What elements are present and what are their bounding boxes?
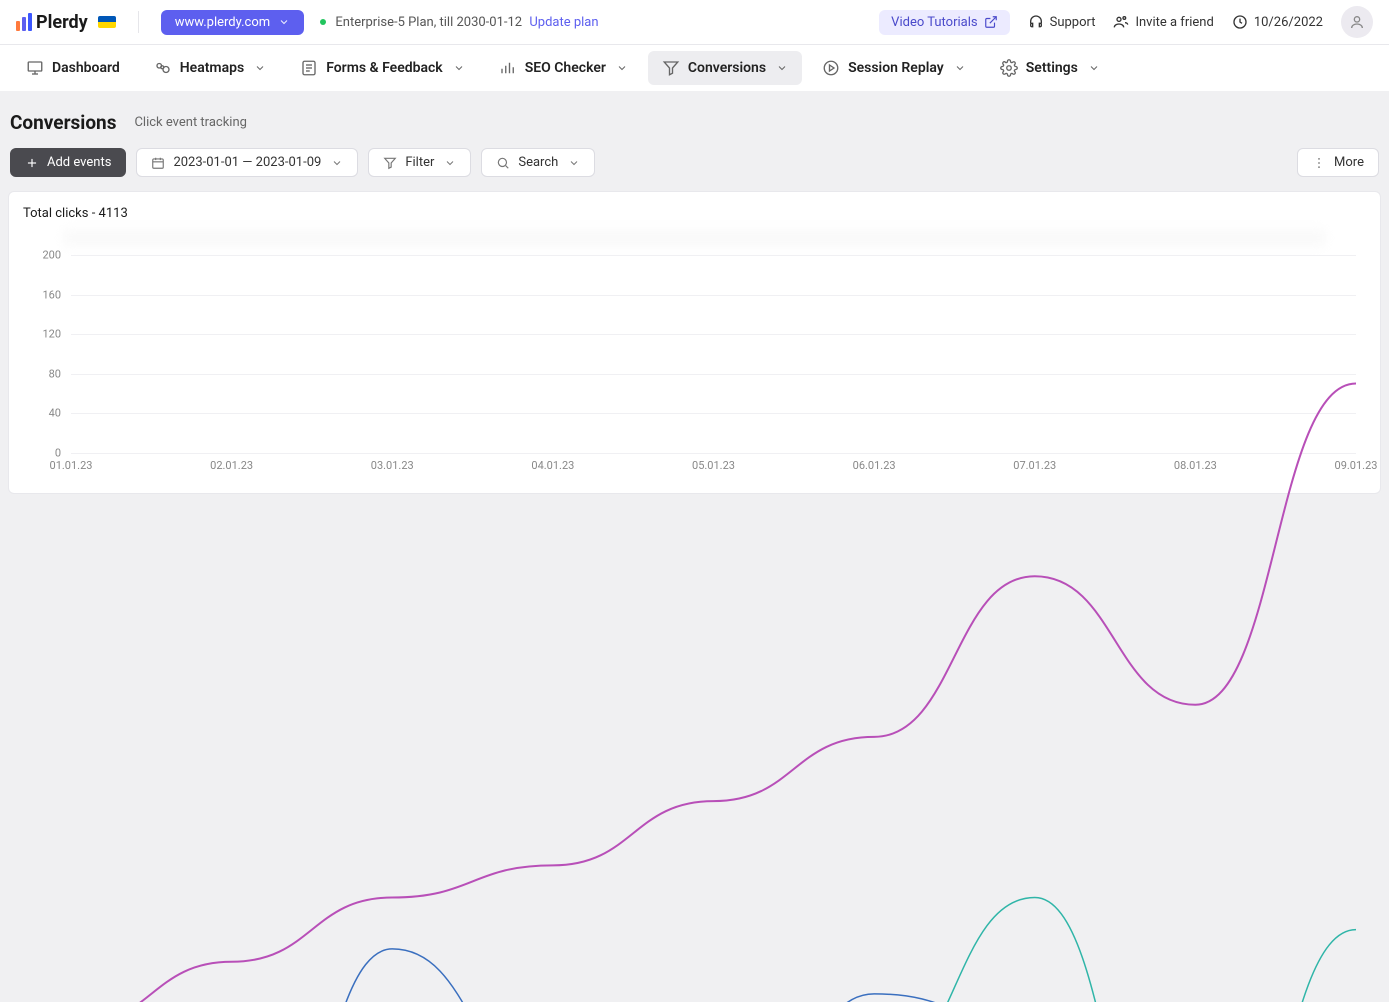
page-title: Conversions: [10, 111, 116, 134]
top-bar: Plerdy www.plerdy.com Enterprise-5 Plan,…: [0, 0, 1389, 45]
chevron-down-icon: [776, 62, 788, 74]
top-right: Video Tutorials Support Invite a friend …: [879, 6, 1373, 38]
filter-label: Filter: [405, 155, 434, 170]
add-events-label: Add events: [47, 155, 111, 170]
invite-label: Invite a friend: [1135, 15, 1213, 30]
nav-forms[interactable]: Forms & Feedback: [286, 51, 479, 85]
chevron-down-icon: [568, 157, 580, 169]
plan-info: Enterprise-5 Plan, till 2030-01-12 Updat…: [320, 15, 598, 30]
page-subtitle: Click event tracking: [134, 115, 247, 130]
video-tutorials-button[interactable]: Video Tutorials: [879, 10, 1009, 35]
chart-xaxis: 01.01.2302.01.2303.01.2304.01.2305.01.23…: [71, 455, 1356, 475]
nav-settings[interactable]: Settings: [986, 51, 1114, 85]
add-events-button[interactable]: Add events: [10, 148, 126, 177]
person-icon: [1349, 14, 1365, 30]
form-icon: [300, 59, 318, 77]
avatar[interactable]: [1341, 6, 1373, 38]
headset-icon: [1028, 14, 1044, 30]
more-label: More: [1334, 155, 1364, 170]
chevron-down-icon: [1088, 62, 1100, 74]
invite-link[interactable]: Invite a friend: [1113, 14, 1213, 30]
total-value: 4113: [99, 206, 128, 221]
chevron-down-icon: [444, 157, 456, 169]
page-header: Conversions Click event tracking: [0, 91, 1389, 144]
seo-icon: [499, 59, 517, 77]
chevron-down-icon: [453, 62, 465, 74]
total-label: Total clicks: [23, 206, 88, 221]
nav-dashboard[interactable]: Dashboard: [12, 51, 134, 85]
calendar-icon: [151, 156, 165, 170]
nav-label: Settings: [1026, 60, 1078, 76]
chevron-down-icon: [254, 62, 266, 74]
domain-selector[interactable]: www.plerdy.com: [161, 10, 304, 35]
brand-logo[interactable]: Plerdy: [16, 12, 116, 33]
video-tutorials-label: Video Tutorials: [891, 15, 977, 30]
clock-icon: [1232, 14, 1248, 30]
support-label: Support: [1050, 15, 1096, 30]
heatmap-icon: [154, 59, 172, 77]
nav-label: Session Replay: [848, 60, 944, 76]
brand-name: Plerdy: [36, 12, 88, 33]
users-icon: [1113, 14, 1129, 30]
monitor-icon: [26, 59, 44, 77]
chart-yaxis: 04080120160200: [23, 255, 67, 453]
date-label: 10/26/2022: [1254, 15, 1323, 30]
nav-seo[interactable]: SEO Checker: [485, 51, 642, 85]
date-display[interactable]: 10/26/2022: [1232, 14, 1323, 30]
toolbar: Add events 2023-01-01 — 2023-01-09 Filte…: [0, 144, 1389, 191]
update-plan-link[interactable]: Update plan: [529, 15, 598, 30]
nav-session-replay[interactable]: Session Replay: [808, 51, 980, 85]
nav-bar: Dashboard Heatmaps Forms & Feedback SEO …: [0, 45, 1389, 91]
funnel-icon: [662, 59, 680, 77]
more-button[interactable]: More: [1297, 148, 1379, 177]
nav-label: Dashboard: [52, 60, 120, 76]
search-button[interactable]: Search: [481, 148, 595, 177]
nav-heatmaps[interactable]: Heatmaps: [140, 51, 280, 85]
total-clicks: Total clicks - 4113: [23, 206, 1366, 221]
nav-conversions[interactable]: Conversions: [648, 51, 802, 85]
more-vertical-icon: [1312, 156, 1326, 170]
date-range-label: 2023-01-01 — 2023-01-09: [173, 155, 321, 170]
date-range-button[interactable]: 2023-01-01 — 2023-01-09: [136, 148, 358, 177]
chevron-down-icon: [954, 62, 966, 74]
chart-plot: [71, 255, 1356, 1002]
nav-label: SEO Checker: [525, 60, 606, 76]
chart-card: Total clicks - 4113 04080120160200 01.01…: [8, 191, 1381, 494]
plan-text: Enterprise-5 Plan, till 2030-01-12: [335, 15, 522, 30]
chevron-down-icon: [616, 62, 628, 74]
domain-label: www.plerdy.com: [175, 15, 270, 30]
chevron-down-icon: [278, 16, 290, 28]
search-icon: [496, 156, 510, 170]
nav-label: Forms & Feedback: [326, 60, 443, 76]
chevron-down-icon: [331, 157, 343, 169]
play-icon: [822, 59, 840, 77]
status-dot-icon: [320, 19, 326, 25]
external-link-icon: [984, 15, 998, 29]
gear-icon: [1000, 59, 1018, 77]
chart-legend-blurred: [63, 229, 1326, 247]
nav-label: Conversions: [688, 60, 766, 76]
chart: 04080120160200 01.01.2302.01.2303.01.230…: [23, 255, 1366, 475]
support-link[interactable]: Support: [1028, 14, 1096, 30]
search-label: Search: [518, 155, 558, 170]
filter-button[interactable]: Filter: [368, 148, 471, 177]
nav-label: Heatmaps: [180, 60, 244, 76]
filter-icon: [383, 156, 397, 170]
flag-icon: [98, 16, 116, 28]
plus-icon: [25, 156, 39, 170]
divider: [138, 11, 139, 33]
